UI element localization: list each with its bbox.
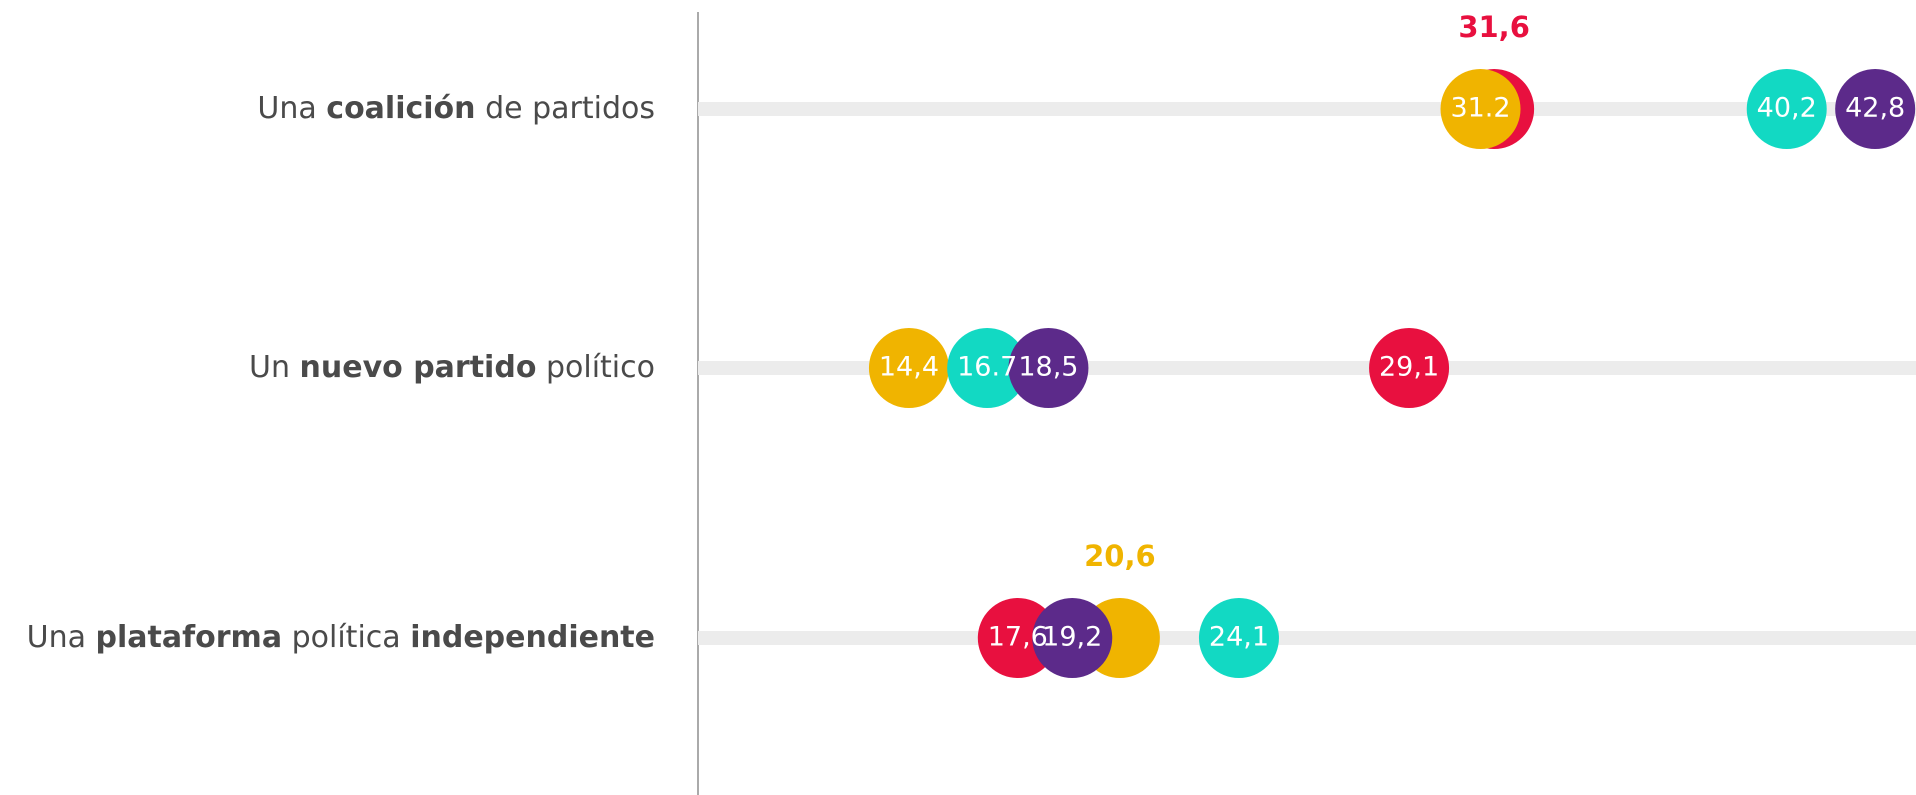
value-label: 14,4	[879, 352, 939, 383]
category-part: plataforma	[96, 620, 283, 655]
category-part: política	[282, 620, 410, 655]
category-part: Una	[27, 620, 96, 655]
category-part: nuevo partido	[300, 350, 537, 385]
category-part: Una	[257, 91, 326, 126]
dot	[1746, 69, 1827, 149]
value-label: 40,2	[1757, 93, 1817, 124]
category-part: Un	[249, 350, 300, 385]
dot	[868, 328, 949, 408]
value-label: 31,6	[1458, 10, 1530, 44]
category-label: Un nuevo partido político	[249, 350, 655, 385]
dot	[1198, 598, 1279, 678]
value-label: 31.2	[1450, 93, 1510, 124]
value-label: 18,5	[1018, 352, 1078, 383]
dot	[947, 328, 1028, 408]
dot	[1369, 328, 1450, 408]
value-label: 20,6	[1084, 539, 1156, 573]
category-part: coalición	[326, 91, 475, 126]
value-label: 16.7	[957, 352, 1017, 383]
value-label: 17,6	[988, 622, 1048, 653]
dot	[1440, 69, 1521, 149]
category-label: Una coalición de partidos	[257, 91, 655, 126]
value-label: 29,1	[1379, 352, 1439, 383]
dot	[1008, 328, 1089, 408]
value-label: 19,2	[1042, 622, 1102, 653]
category-part: político	[536, 350, 655, 385]
value-label: 24,1	[1209, 622, 1269, 653]
value-label: 42,8	[1845, 93, 1905, 124]
category-part: de partidos	[476, 91, 655, 126]
track	[698, 102, 1916, 116]
track	[698, 631, 1916, 645]
category-label: Una plataforma política independiente	[27, 620, 655, 655]
dot	[1835, 69, 1916, 149]
dot	[1032, 598, 1113, 678]
category-part: independiente	[410, 620, 655, 655]
